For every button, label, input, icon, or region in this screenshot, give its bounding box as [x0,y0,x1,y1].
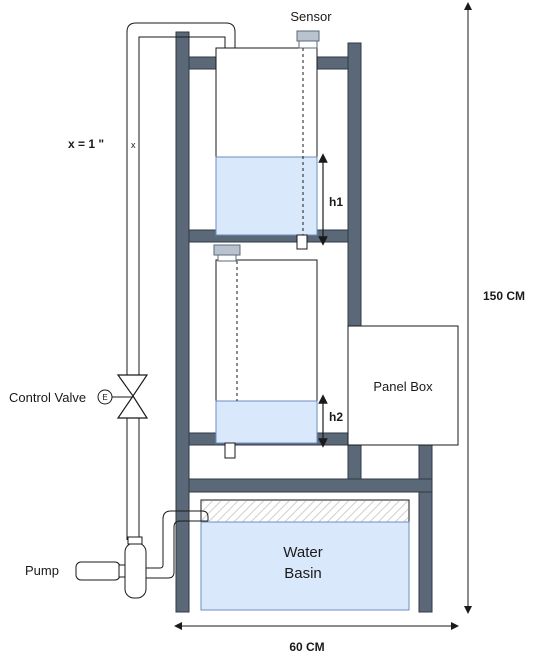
panel-box: Panel Box [347,325,459,446]
h1-dimension: h1 [318,153,343,246]
frame-post-left [175,31,190,613]
water-basin-label-line1: Water [283,544,322,561]
upper-tank [215,47,318,250]
basin-pipe-outer [146,520,208,579]
control-valve-upper-triangle [116,374,149,398]
width-dimension: 60 CM [174,622,459,654]
lower-tank [215,259,318,459]
pump-inlet-flange [127,536,143,545]
pump-label: Pump [25,563,59,578]
control-valve-symbol: E [102,393,107,402]
height-dimension-label: 150 CM [483,289,525,303]
pipe-mark-label: x [131,140,136,150]
pump-body [124,542,147,599]
height-dimension: 150 CM [464,2,525,614]
supply-pipe [126,22,236,540]
lower-tank-outlet [224,442,236,459]
control-valve: E Control Valve [9,374,149,419]
pipe-size-label: x = 1 " [68,137,104,151]
basin-pipe-inner [146,510,209,569]
pump-coupling [118,564,126,578]
water-basin-label-line2: Basin [284,565,322,582]
control-valve-label: Control Valve [9,390,86,405]
control-valve-actuator [97,389,113,405]
frame-beam-base-top [188,478,433,493]
water-basin: Water Basin [200,499,410,611]
panel-box-outline [347,325,459,446]
h1-label: h1 [329,195,343,209]
lower-tank-water [215,400,318,444]
lower-sensor [213,244,241,401]
upper-sensor [296,30,320,235]
h2-dimension: h2 [318,394,343,448]
sensor-label: Sensor [290,9,332,24]
width-dimension-label: 60 CM [289,640,324,654]
upper-sensor-head [296,30,320,42]
panel-box-label: Panel Box [373,379,433,394]
frame-post-right [418,444,433,613]
lower-sensor-stem [217,254,237,262]
h2-label: h2 [329,410,343,424]
water-basin-water [200,521,410,611]
upper-tank-water [215,156,318,236]
control-valve-lower-triangle [116,394,149,419]
supply-pipe-inner [138,36,226,375]
pump: Pump [25,536,147,599]
upper-sensor-stem [298,40,318,49]
pump-motor [75,561,121,581]
water-basin-hatch [202,501,408,522]
upper-tank-outlet [296,234,308,250]
basin-pipe [146,510,209,579]
lower-sensor-head [213,244,241,256]
supply-pipe-outer [126,22,236,375]
